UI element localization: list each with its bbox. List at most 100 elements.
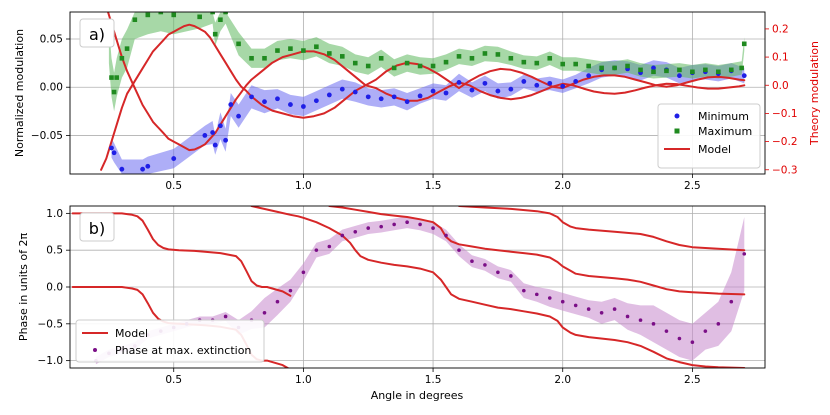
phase-at-max-extinction-point (690, 340, 695, 345)
maximum-point (728, 67, 734, 73)
minimum-point (228, 102, 234, 107)
y-tick-label: −1.0 (38, 355, 64, 367)
panel-a-y2-ticks: −0.3 −0.2 −0.1 0.0 0.1 0.2 (765, 23, 798, 176)
y2-tick-label: −0.2 (772, 136, 798, 148)
y-tick-label: 0.0 (46, 282, 63, 294)
phase-at-max-extinction-point (586, 307, 591, 311)
phase-at-max-extinction-point (457, 248, 461, 252)
x-tick-label: 0.5 (165, 374, 182, 386)
minimum-point (145, 163, 151, 169)
phase-at-max-extinction-point (573, 303, 578, 308)
panel-a-error-bands (108, 12, 745, 174)
phase-at-max-extinction-point (392, 222, 396, 227)
minimum-point (262, 99, 267, 105)
x-tick-label: 2.5 (684, 374, 701, 386)
minimum-point (313, 98, 319, 104)
maximum-point (197, 14, 202, 20)
phase-at-max-extinction-point (716, 322, 721, 326)
maximum-point (210, 12, 215, 15)
minimum-point (378, 96, 384, 102)
x-tick-label: 2.0 (554, 180, 571, 192)
panel-b: 0.5 1.0 1.5 2.0 2.5 −1.0 −0.5 0.0 0.5 1.0 Phase … (17, 205, 766, 402)
maximum-point (218, 17, 223, 23)
x-tick-label: 1.5 (425, 374, 442, 386)
model-curve (106, 12, 746, 152)
maximum-point (482, 51, 488, 56)
minimum-point (534, 82, 540, 88)
phase-at-max-extinction-point (729, 299, 734, 304)
minimum-point (223, 137, 228, 143)
maximum-point (171, 12, 177, 18)
phase-at-max-extinction-point (522, 288, 526, 293)
maximum-point (638, 67, 643, 73)
panel-a-y-ticks: −0.05 0.00 0.05 (31, 34, 70, 142)
legend-b-model-label: Model (115, 327, 148, 340)
phase-at-max-extinction-point (262, 310, 267, 315)
phase-at-max-extinction-point (223, 314, 228, 319)
panel-a-label-box: a) (79, 18, 115, 48)
maximum-point (560, 61, 566, 67)
maximum-point (456, 54, 462, 59)
maximum-point (534, 60, 540, 66)
minimum-point (212, 142, 218, 148)
x-tick-label: 2.5 (684, 180, 701, 192)
phase-at-max-extinction-point (664, 329, 669, 333)
x-tick-label: 1.5 (425, 180, 442, 192)
y2-tick-label: 0.1 (772, 52, 789, 64)
legend-maximum-label: Maximum (698, 125, 752, 138)
minimum-point (391, 94, 397, 100)
maximum-point (391, 65, 397, 71)
phase-at-max-extinction-point (379, 224, 383, 229)
model-curve (328, 206, 746, 296)
minimum-point (300, 104, 306, 109)
x-tick-label: 0.5 (165, 180, 182, 192)
panel-a-legend: Minimum Maximum Model (657, 103, 761, 169)
x-tick-label: 2.0 (554, 374, 571, 386)
minimum-point (417, 93, 423, 99)
phase-at-max-extinction-point (742, 252, 747, 256)
maximum-point (417, 63, 423, 69)
panel-b-ylabel: Phase in units of 2π (17, 233, 30, 342)
y-tick-label: −0.5 (38, 318, 64, 330)
panel-a-ylabel: Normalized modulation (13, 29, 26, 157)
minimum-point (352, 89, 358, 95)
phase-at-max-extinction-point (275, 299, 280, 304)
maximum-point (508, 55, 514, 61)
minimum-point (202, 133, 208, 138)
phase-at-max-extinction-point (496, 270, 500, 275)
phase-at-max-extinction-point (612, 307, 617, 311)
minimum-point (339, 86, 345, 92)
model-curve (100, 23, 746, 171)
phase-at-max-extinction-point (560, 299, 565, 304)
y2-tick-label: −0.3 (772, 164, 798, 176)
x-tick-label: 1.0 (295, 180, 312, 192)
y2-tick-label: 0.2 (772, 23, 789, 35)
legend-minimum-label: Minimum (698, 110, 749, 123)
phase-at-max-extinction-point (301, 270, 306, 275)
maximum-point (469, 55, 475, 61)
panel-b-xlabel: Angle in degrees (371, 389, 464, 402)
maximum-point (223, 12, 228, 15)
phase-at-max-extinction-point (314, 248, 319, 252)
maximum-point (158, 12, 164, 15)
minimum-point (521, 79, 527, 84)
minimum-point (547, 80, 553, 86)
phase-at-max-extinction-point (431, 226, 435, 230)
maximum-point (339, 54, 345, 59)
panel-b-y-ticks: −1.0 −0.5 0.0 0.5 1.0 (38, 208, 70, 367)
maximum-point (262, 55, 267, 61)
minimum-point (508, 86, 514, 92)
minimum-point (109, 145, 114, 151)
minimum-point (482, 80, 488, 86)
maximum-point (275, 48, 280, 53)
phase-at-max-extinction-point (470, 259, 474, 264)
minimum-point (288, 102, 293, 107)
minimum-point (171, 156, 177, 161)
maximum-point (716, 69, 721, 75)
phase-at-max-extinction-point (288, 288, 293, 293)
panel-a: 0.5 1.0 1.5 2.0 2.5 −0.050.000.05 −0.3−0.2−0… (13, 11, 821, 192)
legend-model-label: Model (698, 143, 731, 156)
model-curve (71, 212, 292, 297)
phase-at-max-extinction-point (353, 229, 358, 234)
minimum-point (404, 99, 410, 105)
